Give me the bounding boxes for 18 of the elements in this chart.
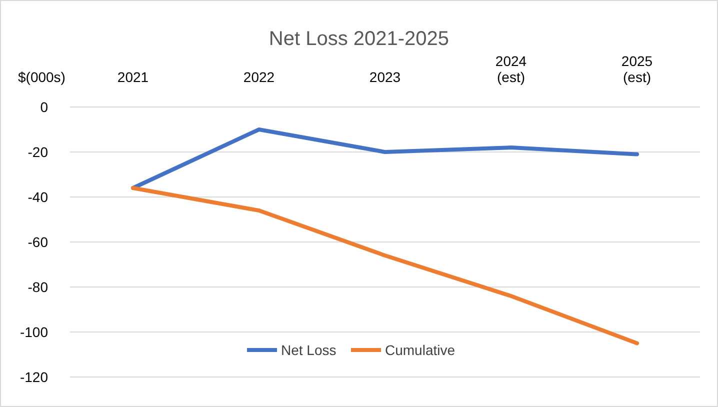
line-series xyxy=(131,186,639,346)
x-tick-label: 2025 (est) xyxy=(621,53,653,85)
chart-title: Net Loss 2021-2025 xyxy=(268,28,450,50)
y-axis-title: $(000s) xyxy=(18,69,66,85)
legend-label: Cumulative xyxy=(385,342,456,358)
legend-label: Net Loss xyxy=(281,342,336,358)
x-tick-label: 2021 xyxy=(117,69,149,85)
y-tick-label: 0 xyxy=(40,99,48,115)
y-tick-label: -80 xyxy=(28,279,48,295)
y-tick-label: -40 xyxy=(28,189,48,205)
x-tick-label: 2022 xyxy=(243,69,275,85)
x-tick-label: 2024 (est) xyxy=(495,53,527,85)
line-series xyxy=(131,128,639,190)
y-tick-label: -120 xyxy=(20,369,48,385)
y-tick-label: -20 xyxy=(28,144,48,160)
x-tick-label: 2023 xyxy=(369,69,401,85)
y-tick-label: -60 xyxy=(28,234,48,250)
y-tick-label: -100 xyxy=(20,324,48,340)
